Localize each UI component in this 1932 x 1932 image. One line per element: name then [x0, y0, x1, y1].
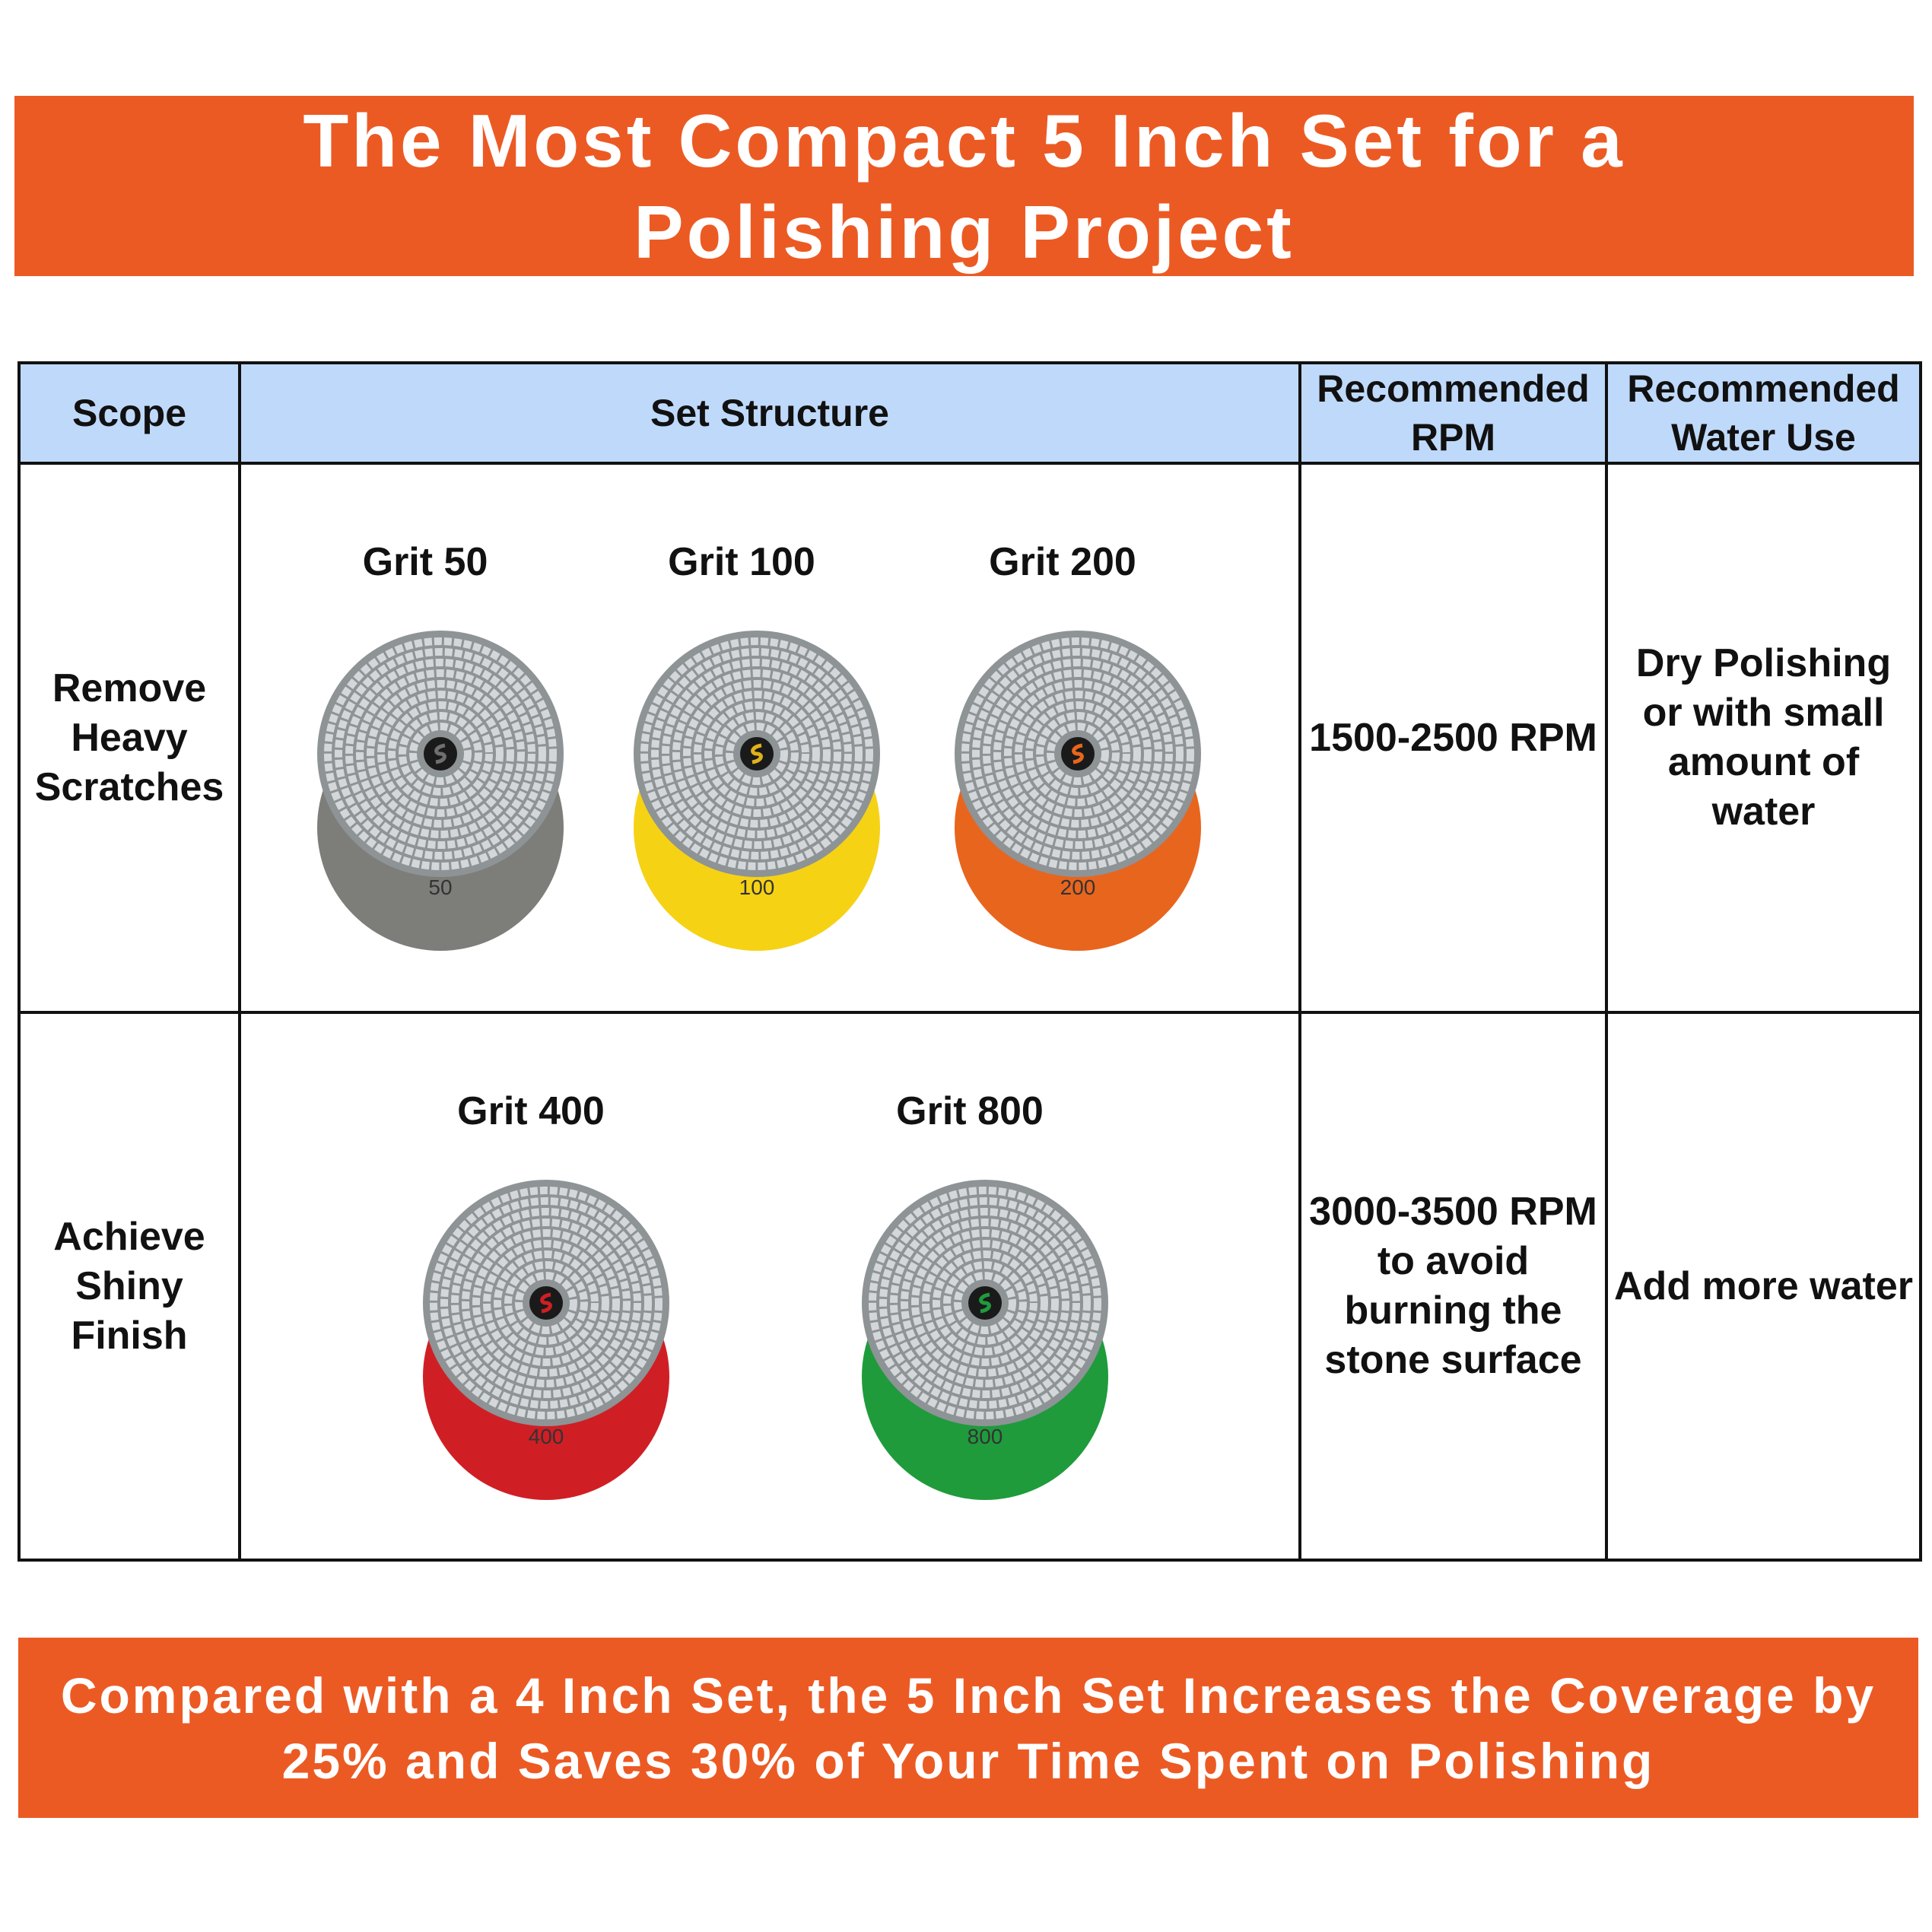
pad-segment-ring	[1015, 691, 1141, 817]
pad-segment-ring	[683, 680, 831, 828]
comparison-table: Scope Set Structure Recommended RPM Recomme…	[17, 361, 1922, 1562]
pad-segment-ring	[1025, 701, 1130, 806]
pad-segment-ring	[640, 637, 873, 870]
pad-segment-ring	[726, 723, 788, 785]
pad-segment-ring	[1036, 712, 1120, 796]
pad-segment-ring	[377, 691, 504, 817]
water-cell: Add more water	[1605, 1011, 1922, 1562]
pad-segment-ring	[399, 712, 482, 796]
pad-number: 400	[529, 1425, 564, 1448]
pad-segment-ring	[388, 701, 493, 806]
pad-label: Grit 100	[668, 540, 815, 584]
rpm-cell: 1500-2500 RPM	[1298, 462, 1608, 1014]
pad-segment-ring	[972, 648, 1184, 860]
set-structure-cell: Grit 400 400 Grit 800 800	[238, 1011, 1301, 1562]
pad-segment-ring	[651, 648, 863, 860]
column-header: Set Structure	[238, 361, 1301, 465]
water-cell: Dry Polishing or with small amount of wa…	[1605, 462, 1922, 1014]
polishing-pad: 200	[955, 631, 1201, 951]
pad-label: Grit 50	[363, 540, 488, 584]
pad-segment-ring	[483, 1240, 609, 1366]
pad-number: 100	[739, 875, 775, 899]
pad-segment-ring	[993, 669, 1162, 838]
set-structure-cell: Grit 50 50 Grit 100 100 Grit 200 200	[238, 462, 1301, 1014]
table-row: Achieve Shiny Finish Grit 400 400 Grit 800 8…	[17, 1011, 1922, 1562]
pad-segment-ring	[901, 1219, 1069, 1387]
title-banner: The Most Compact 5 Inch Set for a Polish…	[14, 96, 1914, 276]
pad-segment-ring	[430, 1187, 663, 1419]
pad-segment-ring	[494, 1250, 599, 1355]
pad-segment-ring	[983, 659, 1173, 849]
header-row: Scope Set Structure Recommended RPM Recomme…	[17, 361, 1922, 465]
pad-segment-ring	[472, 1229, 620, 1377]
pad-logo	[434, 743, 446, 764]
pad-segment-ring	[943, 1261, 1027, 1345]
polishing-pad: 50	[317, 631, 564, 951]
polishing-pad: 800	[862, 1180, 1108, 1500]
pad-segment-ring	[335, 648, 546, 860]
pad-segment-ring	[356, 669, 525, 838]
table-body: Remove Heavy Scratches Grit 50 50 Grit 100 1…	[17, 462, 1922, 1562]
table-row: Remove Heavy Scratches Grit 50 50 Grit 100 1…	[17, 462, 1922, 1014]
pad-segment-ring	[704, 701, 809, 806]
pad-segment-ring	[324, 637, 557, 870]
pad-segment-ring	[922, 1240, 1048, 1366]
pad-label: Grit 400	[457, 1089, 605, 1133]
pad-segment-ring	[672, 669, 841, 838]
pad-segment-ring	[462, 1219, 631, 1387]
polishing-pad: 400	[423, 1180, 669, 1500]
pad-segment-ring	[869, 1187, 1101, 1419]
pad-segment-ring	[879, 1197, 1091, 1409]
pad-logo	[979, 1292, 991, 1314]
pad-segment-ring	[367, 680, 514, 828]
pad-segment-ring	[954, 1272, 1016, 1334]
pad-segment-ring	[890, 1208, 1080, 1398]
pad-number: 50	[428, 875, 452, 899]
pad-logo	[751, 743, 763, 764]
pad-segment-ring	[440, 1197, 652, 1409]
column-header: Recommended Water Use	[1605, 361, 1922, 465]
scope-cell: Achieve Shiny Finish	[17, 1011, 241, 1562]
pad-segment-ring	[1004, 680, 1152, 828]
column-header: Recommended RPM	[1298, 361, 1608, 465]
pad-number: 800	[968, 1425, 1003, 1448]
pad-segment-ring	[961, 637, 1194, 870]
pad-segment-ring	[911, 1229, 1059, 1377]
pad-segment-ring	[662, 659, 852, 849]
scope-cell: Remove Heavy Scratches	[17, 462, 241, 1014]
pad-segment-ring	[409, 723, 472, 785]
pad-segment-ring	[1047, 723, 1109, 785]
pad-label: Grit 800	[896, 1089, 1044, 1133]
pad-number: 200	[1060, 875, 1096, 899]
pad-set: Grit 400 400 Grit 800 800	[423, 1089, 1108, 1500]
pad-segment-ring	[345, 659, 535, 849]
pad-segment-ring	[504, 1261, 588, 1345]
pad-segment-ring	[933, 1250, 1037, 1355]
pad-label: Grit 200	[989, 540, 1136, 584]
pad-logo	[1072, 743, 1084, 764]
column-header: Scope	[17, 361, 241, 465]
pad-segment-ring	[694, 691, 820, 817]
pad-set: Grit 50 50 Grit 100 100 Grit 200 200	[317, 540, 1201, 951]
polishing-pad: 100	[634, 631, 880, 951]
footer-banner: Compared with a 4 Inch Set, the 5 Inch S…	[18, 1638, 1918, 1818]
pad-segment-ring	[515, 1272, 577, 1334]
pad-segment-ring	[451, 1208, 641, 1398]
rpm-cell: 3000-3500 RPM to avoid burning the stone…	[1298, 1011, 1608, 1562]
pad-segment-ring	[715, 712, 799, 796]
pad-logo	[540, 1292, 552, 1314]
